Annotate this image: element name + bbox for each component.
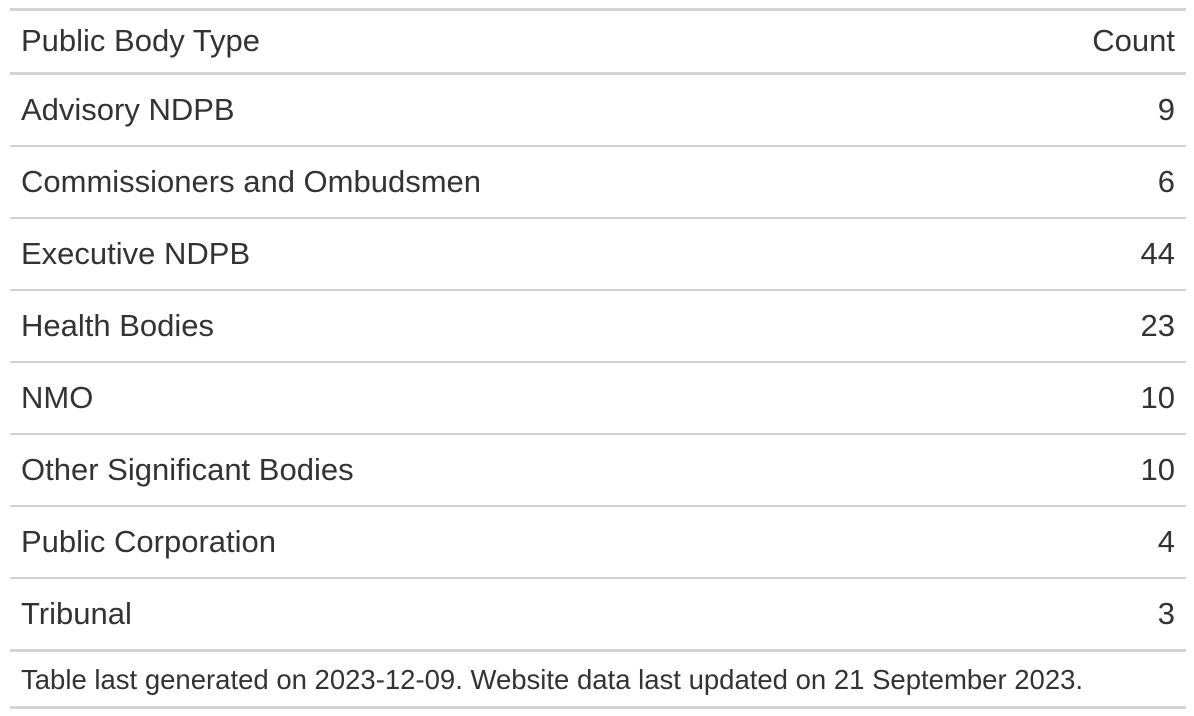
table-body: Advisory NDPB 9 Commissioners and Ombuds… [10,74,1186,651]
table-row: Health Bodies 23 [10,289,1186,362]
cell-body-type: Health Bodies [10,289,977,362]
table-footnote: Table last generated on 2023-12-09. Webs… [10,649,1186,708]
table-header: Public Body Type Count [10,9,1186,75]
cell-body-type: Public Corporation [10,505,977,578]
cell-body-type: NMO [10,361,977,434]
table-row: Tribunal 3 [10,577,1186,651]
header-public-body-type: Public Body Type [10,9,977,75]
header-row: Public Body Type Count [10,9,1186,75]
cell-body-type: Other Significant Bodies [10,433,977,506]
table-row: Commissioners and Ombudsmen 6 [10,145,1186,218]
public-body-table: Public Body Type Count Advisory NDPB 9 C… [10,8,1186,709]
table-row: Advisory NDPB 9 [10,74,1186,147]
cell-count: 44 [976,217,1186,290]
table-row: Executive NDPB 44 [10,217,1186,290]
cell-body-type: Tribunal [10,577,977,651]
header-count: Count [976,9,1186,75]
table-row: NMO 10 [10,361,1186,434]
table-row: Public Corporation 4 [10,505,1186,578]
cell-count: 9 [1157,92,1175,127]
cell-count: 6 [976,145,1186,218]
table-footer: Table last generated on 2023-12-09. Webs… [10,649,1186,708]
cell-count: 10 [976,433,1186,506]
footnote-row: Table last generated on 2023-12-09. Webs… [10,649,1186,708]
cell-count: 4 [976,505,1186,578]
table-row: Other Significant Bodies 10 [10,433,1186,506]
cell-count: 23 [976,289,1186,362]
cell-body-type: Commissioners and Ombudsmen [10,145,977,218]
cell-count: 3 [976,577,1186,651]
cell-count: 10 [976,361,1186,434]
cell-body-type: Executive NDPB [10,217,977,290]
cell-body-type: Advisory NDPB [21,92,235,127]
public-body-table-container: Public Body Type Count Advisory NDPB 9 C… [10,8,1186,709]
